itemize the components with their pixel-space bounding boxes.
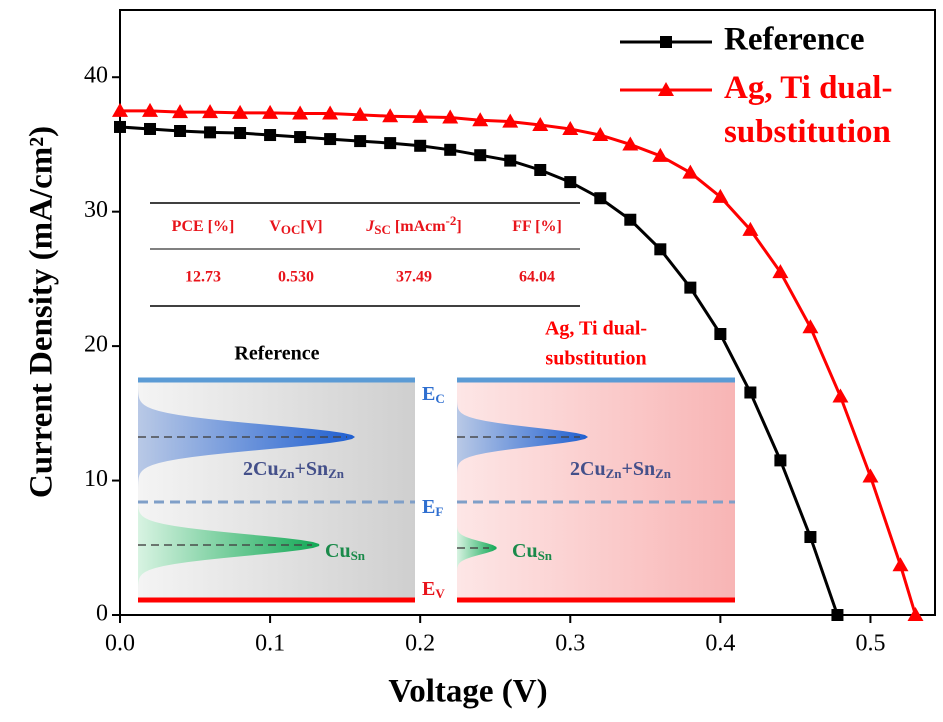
marker xyxy=(384,137,397,150)
series-line xyxy=(120,109,917,616)
x-tick-label: 0.3 xyxy=(555,631,585,657)
marker xyxy=(624,213,637,226)
marker xyxy=(112,102,128,117)
marker xyxy=(352,106,369,121)
marker xyxy=(684,281,697,294)
y-tick-label: 20 xyxy=(84,332,108,358)
marker xyxy=(682,164,699,179)
ef-label: EF xyxy=(422,496,443,519)
table-header: VOC[V] xyxy=(269,218,322,237)
table-cell: 64.04 xyxy=(519,269,555,286)
defect-distribution xyxy=(138,383,355,500)
marker xyxy=(660,36,672,48)
marker xyxy=(442,109,459,124)
marker xyxy=(804,531,817,544)
defect-distribution xyxy=(138,502,320,598)
x-tick-label: 0.5 xyxy=(855,631,885,657)
marker xyxy=(202,104,219,119)
marker xyxy=(294,131,307,144)
marker xyxy=(474,149,487,162)
defect-label: 2CuZn+SnZn xyxy=(570,458,672,481)
x-tick-label: 0.1 xyxy=(255,631,285,657)
marker xyxy=(204,126,217,139)
marker xyxy=(742,221,759,236)
defect-label: CuSn xyxy=(512,540,553,563)
marker xyxy=(382,108,399,123)
table-header: PCE [%] xyxy=(172,218,235,235)
y-tick-label: 10 xyxy=(84,466,108,492)
marker xyxy=(504,154,517,167)
y-tick-label: 30 xyxy=(84,197,108,223)
defect-label: CuSn xyxy=(325,540,366,563)
marker xyxy=(264,129,277,142)
marker xyxy=(322,105,339,120)
marker xyxy=(772,264,789,279)
marker xyxy=(802,319,819,334)
marker xyxy=(174,125,187,137)
marker xyxy=(232,104,249,119)
ev-label: EV xyxy=(422,578,445,601)
marker xyxy=(832,388,849,403)
table-cell: 37.49 xyxy=(396,269,432,286)
marker xyxy=(652,147,669,162)
marker xyxy=(414,139,427,152)
marker xyxy=(144,122,157,135)
defect-distribution xyxy=(457,383,588,500)
table-header: FF [%] xyxy=(512,218,562,235)
marker xyxy=(594,192,607,205)
y-axis-label: Current Density (mA/cm²) xyxy=(24,126,60,498)
marker xyxy=(562,120,579,135)
marker xyxy=(412,108,429,123)
y-tick-label: 0 xyxy=(96,601,108,627)
x-tick-label: 0.4 xyxy=(705,631,735,657)
marker xyxy=(774,454,787,467)
table: PCE [%] VOC[V] JSC [mAcm-2] FF [%] 12.73… xyxy=(150,202,580,307)
panel-title: Reference xyxy=(234,343,319,365)
marker xyxy=(658,82,674,96)
marker xyxy=(907,607,924,621)
marker xyxy=(234,127,247,140)
marker xyxy=(744,386,757,399)
marker xyxy=(324,133,337,146)
marker xyxy=(712,188,729,203)
legend-label: Reference xyxy=(724,22,864,58)
legend-label: Ag, Ti dual-substitution xyxy=(724,70,892,150)
marker xyxy=(892,557,909,572)
marker xyxy=(862,468,879,483)
x-tick-label: 0.2 xyxy=(405,631,435,657)
table-header: JSC [mAcm-2] xyxy=(365,213,461,237)
panel-title: Ag, Ti dual- xyxy=(545,318,647,340)
band-panel xyxy=(457,378,735,602)
marker xyxy=(172,104,189,119)
marker xyxy=(354,135,367,148)
x-tick-label: 0.0 xyxy=(105,631,135,657)
marker xyxy=(532,116,549,131)
defect-label: 2CuZn+SnZn xyxy=(243,458,345,481)
plot-frame xyxy=(119,9,936,616)
marker xyxy=(592,127,609,142)
ec-label: EC xyxy=(422,383,445,406)
marker xyxy=(534,163,547,176)
panel-title: substitution xyxy=(545,348,646,370)
marker xyxy=(142,102,159,117)
marker xyxy=(831,609,844,621)
marker xyxy=(654,243,667,256)
defect-distribution xyxy=(457,505,497,598)
inset: Reference Ag, Ti dual- substitution EC E… xyxy=(138,318,735,603)
marker xyxy=(622,136,639,151)
marker xyxy=(444,143,457,156)
table-cell: 0.530 xyxy=(278,269,314,286)
x-axis-label: Voltage (V) xyxy=(388,674,547,710)
marker xyxy=(292,105,309,120)
marker xyxy=(472,112,489,127)
table-cell: 12.73 xyxy=(185,269,221,286)
marker xyxy=(262,104,279,119)
band-panel xyxy=(138,378,415,602)
marker xyxy=(114,120,126,133)
marker xyxy=(502,113,519,128)
y-tick-label: 40 xyxy=(84,63,108,89)
marker xyxy=(714,328,727,341)
marker xyxy=(564,176,577,189)
